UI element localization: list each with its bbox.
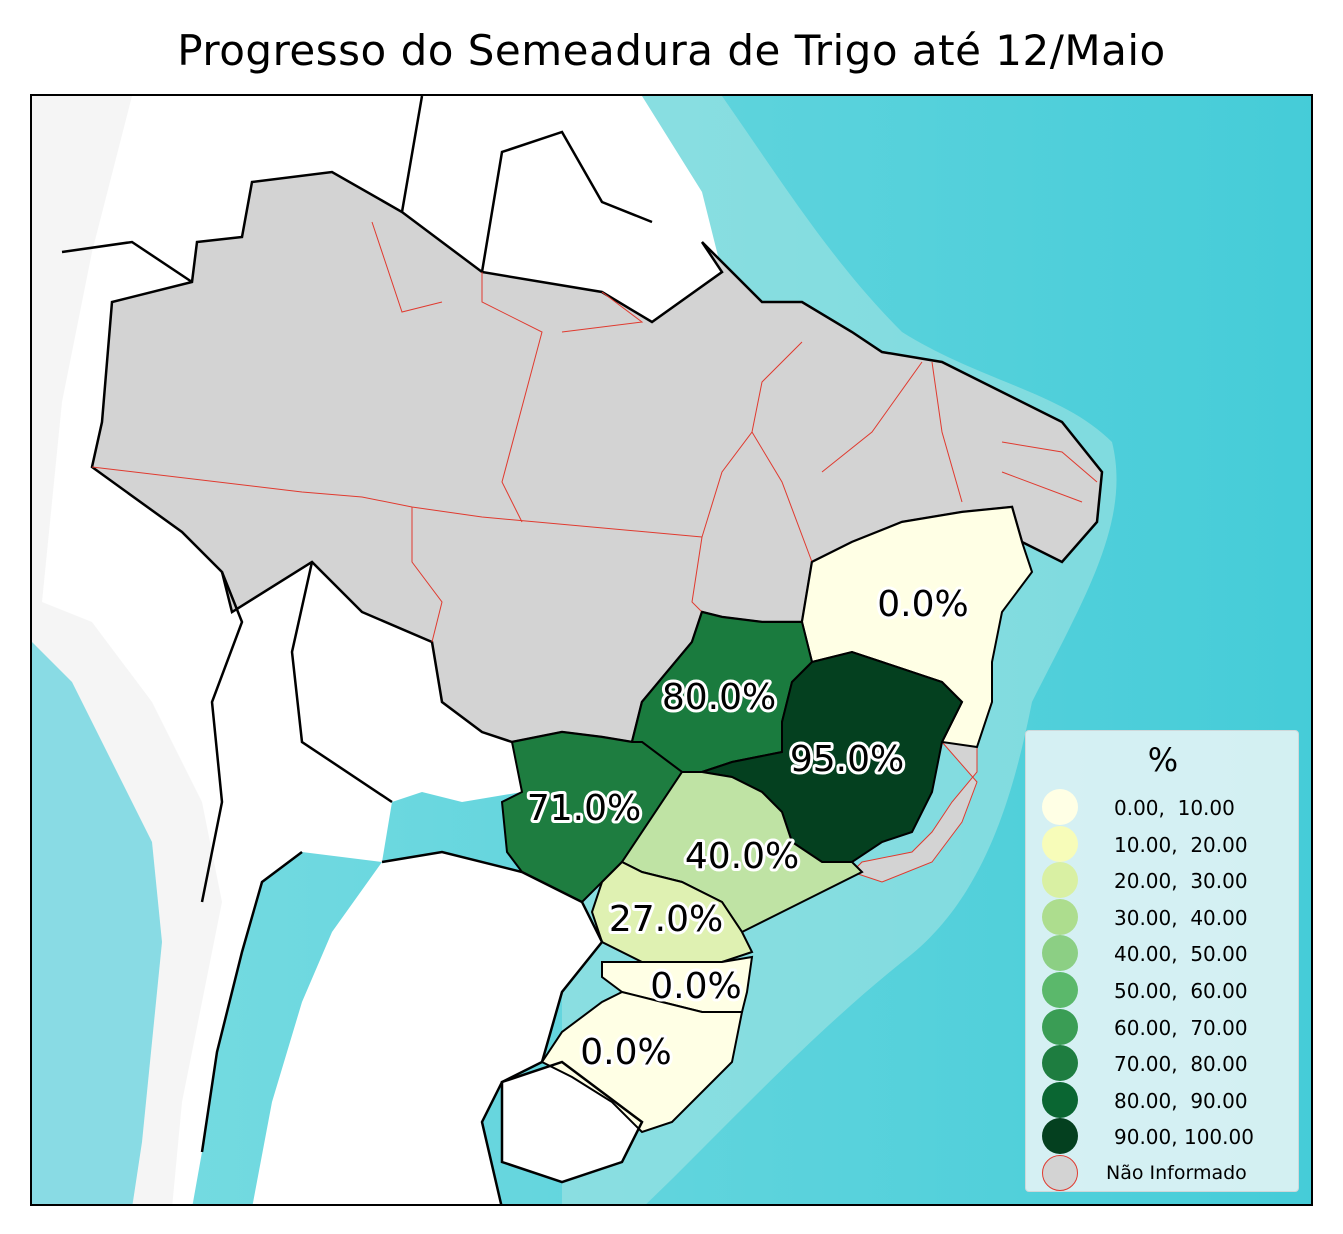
legend-item: Não Informado — [1026, 1155, 1300, 1191]
legend-swatch — [1042, 1081, 1078, 1118]
legend-label: 0.00, 10.00 — [1114, 796, 1235, 820]
label-ba: 0.0% — [877, 584, 968, 625]
legend-label: 50.00, 60.00 — [1114, 979, 1248, 1003]
label-ms: 71.0% — [527, 788, 641, 829]
legend-item: 30.00, 40.00 — [1026, 898, 1300, 935]
legend-item: 0.00, 10.00 — [1026, 789, 1300, 825]
legend-swatch — [1042, 862, 1078, 899]
legend-item: 90.00, 100.00 — [1026, 1118, 1300, 1155]
country-borders — [61, 96, 653, 1204]
state-rs — [540, 990, 744, 1134]
legend-swatch — [1042, 1008, 1078, 1045]
es-rj-not-informed — [851, 741, 978, 883]
legend: % 0.00, 10.00 10.00, 20.00 20.00, 30.00 30.… — [1025, 730, 1299, 1192]
label-sc: 0.0% — [650, 966, 741, 1007]
legend-swatch — [1042, 825, 1078, 862]
legend-label: 40.00, 50.00 — [1114, 942, 1248, 967]
map-title: Progresso do Semeadura de Trigo até 12/M… — [177, 26, 1166, 75]
legend-swatch — [1042, 935, 1078, 972]
legend-swatch — [1042, 898, 1078, 935]
legend-label: 90.00, 100.00 — [1114, 1125, 1254, 1150]
legend-title: % — [1147, 741, 1179, 779]
legend-item: 50.00, 60.00 — [1026, 972, 1300, 1008]
legend-swatch — [1042, 1118, 1078, 1155]
legend-label: 70.00, 80.00 — [1114, 1052, 1248, 1077]
legend-swatch — [1042, 1155, 1078, 1191]
legend-swatch — [1042, 789, 1078, 825]
state-borders — [91, 221, 1098, 643]
state-sc — [601, 955, 754, 1013]
legend-item: 80.00, 90.00 — [1026, 1081, 1300, 1118]
label-mg: 95.0% — [790, 739, 904, 780]
label-rs: 0.0% — [580, 1032, 671, 1073]
label-go: 80.0% — [662, 677, 776, 718]
legend-item: 10.00, 20.00 — [1026, 825, 1300, 862]
pacific-ocean — [32, 642, 162, 1204]
legend-item: 60.00, 70.00 — [1026, 1008, 1300, 1045]
legend-item: 40.00, 50.00 — [1026, 935, 1300, 972]
label-sp: 40.0% — [685, 836, 799, 877]
legend-label: 30.00, 40.00 — [1114, 905, 1248, 930]
label-pr: 27.0% — [609, 899, 723, 940]
legend-swatch — [1042, 1045, 1078, 1082]
legend-label: Não Informado — [1106, 1162, 1247, 1184]
uruguay — [502, 1062, 642, 1182]
legend-label: 80.00, 90.00 — [1114, 1088, 1248, 1113]
legend-label: 60.00, 70.00 — [1114, 1015, 1248, 1040]
legend-item: 20.00, 30.00 — [1026, 862, 1300, 899]
legend-label: 20.00, 30.00 — [1114, 869, 1248, 894]
legend-item: 70.00, 80.00 — [1026, 1045, 1300, 1082]
legend-swatch — [1042, 972, 1078, 1008]
argentina-paraguay — [252, 852, 602, 1204]
legend-label: 10.00, 20.00 — [1114, 832, 1248, 857]
